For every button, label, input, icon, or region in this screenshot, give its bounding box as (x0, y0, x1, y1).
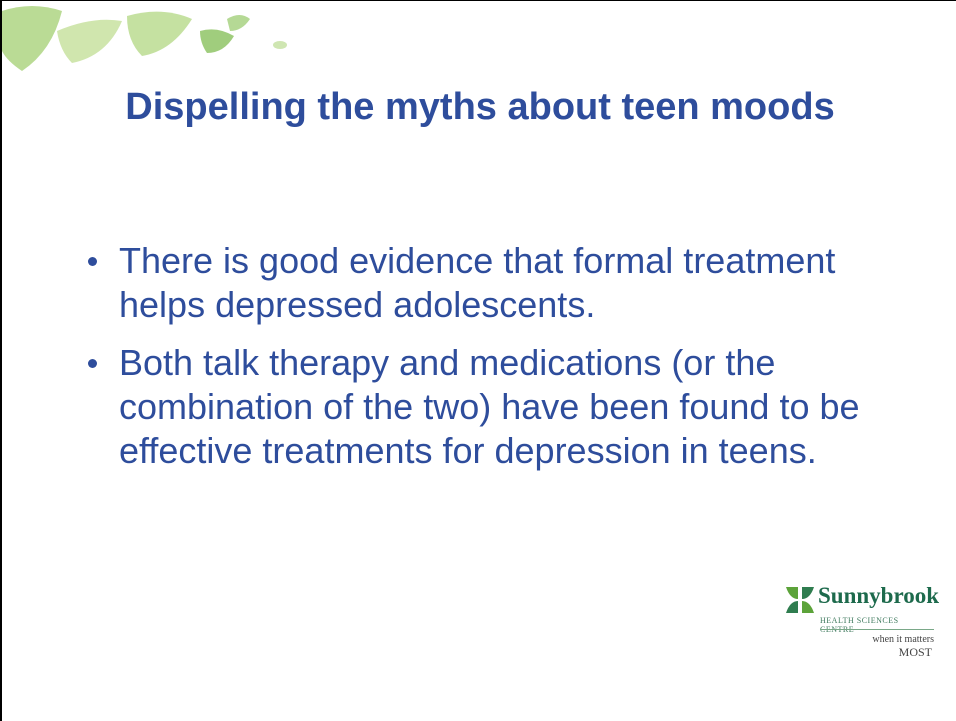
logo-tagline: when it matters (872, 634, 934, 645)
logo-rule (820, 629, 934, 630)
bullet-text: Both talk therapy and medications (or th… (119, 342, 860, 471)
leaf-decoration (2, 6, 287, 71)
bullet-item: There is good evidence that formal treat… (82, 239, 864, 327)
leaf (57, 19, 122, 63)
logo-tagline-emphasis: MOST (898, 645, 932, 659)
bullet-text: There is good evidence that formal treat… (119, 240, 836, 325)
leaf (273, 41, 287, 49)
leaf (2, 6, 62, 71)
logo: Sunnybrook HEALTH SCIENCES CENTRE when i… (784, 583, 939, 693)
leaf (127, 11, 192, 56)
logo-name: Sunnybrook (818, 583, 940, 608)
bullet-item: Both talk therapy and medications (or th… (82, 341, 864, 473)
bullet-dot (88, 257, 97, 266)
bullet-list: There is good evidence that formal treat… (82, 239, 882, 487)
logo-subtitle: HEALTH SCIENCES CENTRE (820, 616, 899, 634)
logo-icon (786, 587, 814, 613)
leaf (200, 29, 234, 53)
slide-title: Dispelling the myths about teen moods (125, 86, 835, 128)
bullet-dot (88, 359, 97, 368)
leaf (227, 15, 250, 31)
